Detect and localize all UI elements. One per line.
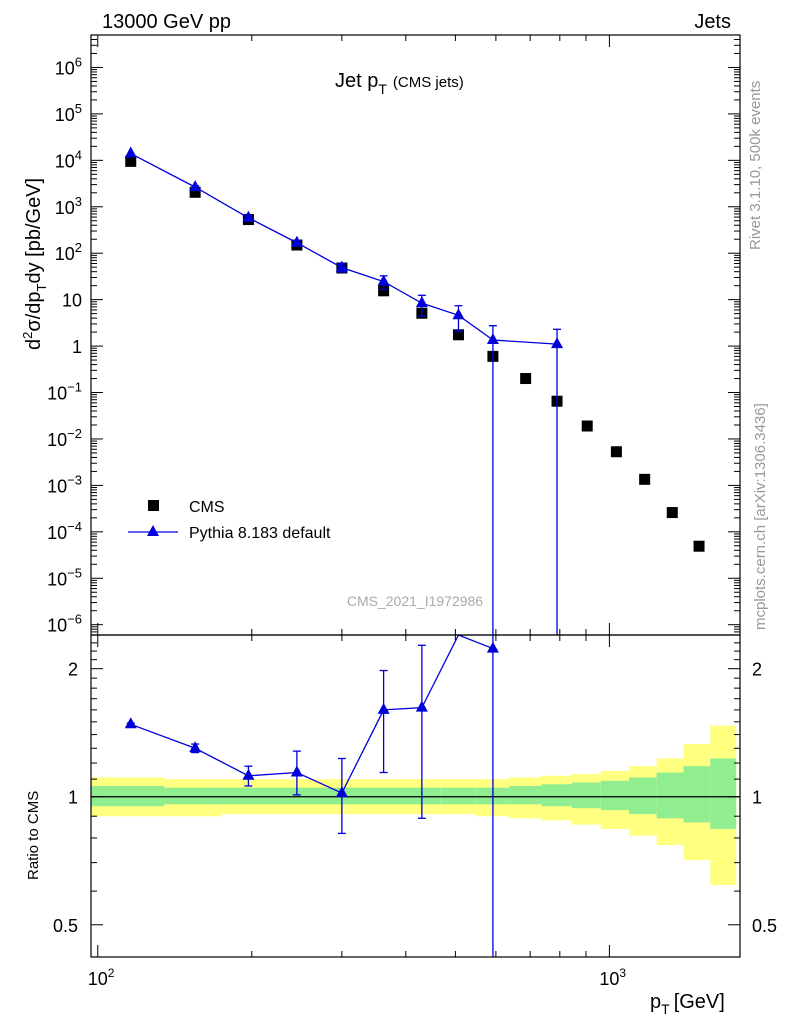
ratio-y-axis-label: Ratio to CMS (25, 791, 42, 880)
x-axis-label: pT [GeV] (650, 991, 725, 1017)
ratio-data-point (189, 741, 202, 753)
cms-data-point (693, 540, 705, 552)
pythia-data-point (486, 333, 499, 345)
side-label-bottom: mcplots.cern.ch [arXiv:1306.3436] (752, 403, 769, 630)
legend: CMS Pythia 8.183 default (128, 499, 331, 542)
band-inner-bin (91, 785, 165, 807)
pythia-data-point (377, 274, 390, 286)
cms-data-point (610, 446, 622, 458)
main-panel-frame (90, 34, 741, 636)
band-inner-bin (600, 780, 629, 811)
band-inner-bin (272, 787, 319, 805)
y-axis-label: d2σ/dpTdy [pb/GeV] (20, 178, 49, 350)
band-inner-bin (656, 772, 684, 819)
ratio-data-point (415, 700, 428, 712)
ratio-y-tick-label-left: 0.5 (53, 916, 78, 936)
cms-data-point (581, 420, 593, 432)
pythia-data-point (551, 337, 564, 349)
ratio-data-point (377, 702, 390, 714)
pythia-data-point (124, 146, 137, 158)
ratio-y-tick-label-left: 1 (68, 788, 78, 808)
pythia-data-point (189, 180, 202, 192)
band-inner-bin (541, 784, 572, 807)
x-tick-label: 103 (599, 966, 626, 989)
y-tick-label: 10−1 (47, 380, 82, 404)
ratio-data-point (242, 768, 255, 780)
y-tick-label: 103 (55, 194, 82, 218)
band-inner-bin (683, 766, 711, 823)
y-tick-label: 10−4 (47, 519, 82, 543)
cms-data-point (125, 155, 137, 167)
cms-data-point (666, 507, 678, 519)
ratio-y-tick-label-right: 0.5 (752, 916, 777, 936)
y-tick-label: 10 (62, 291, 82, 311)
cms-data-point (378, 285, 390, 297)
ratio-data-point (290, 765, 303, 777)
ratio-data-point (486, 641, 499, 653)
band-inner-bin (628, 777, 657, 815)
ratio-y-tick-label-left: 2 (68, 660, 78, 680)
band-inner-bin (222, 787, 273, 805)
x-tick-label: 102 (88, 966, 115, 989)
band-inner-bin (571, 782, 601, 809)
y-tick-label: 10−2 (47, 426, 82, 450)
pythia-data-point (290, 235, 303, 247)
y-tick-label: 10−3 (47, 472, 82, 496)
legend-marker-pythia (147, 525, 159, 536)
y-tick-label: 10−6 (47, 612, 82, 636)
legend-marker-cms (148, 500, 159, 511)
axis-ticks: 102 10310610510410310210110−110−210−310−4… (47, 34, 777, 989)
ratio-uncertainty-bands (91, 725, 740, 886)
legend-label-cms: CMS (189, 499, 225, 516)
band-inner-bin (440, 787, 476, 805)
cms-data-point (452, 329, 464, 341)
y-tick-label: 104 (55, 147, 82, 171)
band-inner-bin (164, 787, 223, 805)
cms-data-point (520, 373, 532, 385)
pythia-data-point (335, 260, 348, 272)
pythia-line (130, 152, 558, 345)
ratio-panel-frame (90, 634, 741, 958)
pythia-data-point (415, 296, 428, 308)
pythia-data-point (242, 210, 255, 222)
ratio-pythia-line (130, 634, 494, 794)
data-markers (124, 146, 705, 957)
legend-label-pythia: Pythia 8.183 default (189, 525, 331, 542)
ratio-data-point (124, 717, 137, 729)
analysis-watermark: CMS_2021_I1972986 (347, 593, 483, 609)
band-inner-bin (710, 758, 737, 829)
y-tick-label: 1 (72, 337, 82, 357)
ratio-y-tick-label-right: 2 (752, 660, 762, 680)
cms-data-point (189, 186, 201, 198)
band-inner-bin (363, 787, 404, 805)
plot-title: Jet pT (CMS jets) (335, 70, 464, 97)
ratio-data-point (335, 786, 348, 798)
header-left: 13000 GeV pp (102, 11, 231, 33)
pythia-data-point (452, 308, 465, 320)
y-tick-label: 10−5 (47, 565, 82, 589)
band-inner-bin (509, 785, 542, 805)
cms-data-point (639, 473, 651, 485)
y-tick-label: 105 (55, 101, 82, 125)
y-tick-label: 102 (55, 240, 82, 264)
ratio-y-tick-label-right: 1 (752, 788, 762, 808)
y-tick-label: 106 (55, 54, 82, 78)
header-right: Jets (694, 11, 731, 33)
side-label-top: Rivet 3.1.10, 500k events (747, 81, 764, 250)
